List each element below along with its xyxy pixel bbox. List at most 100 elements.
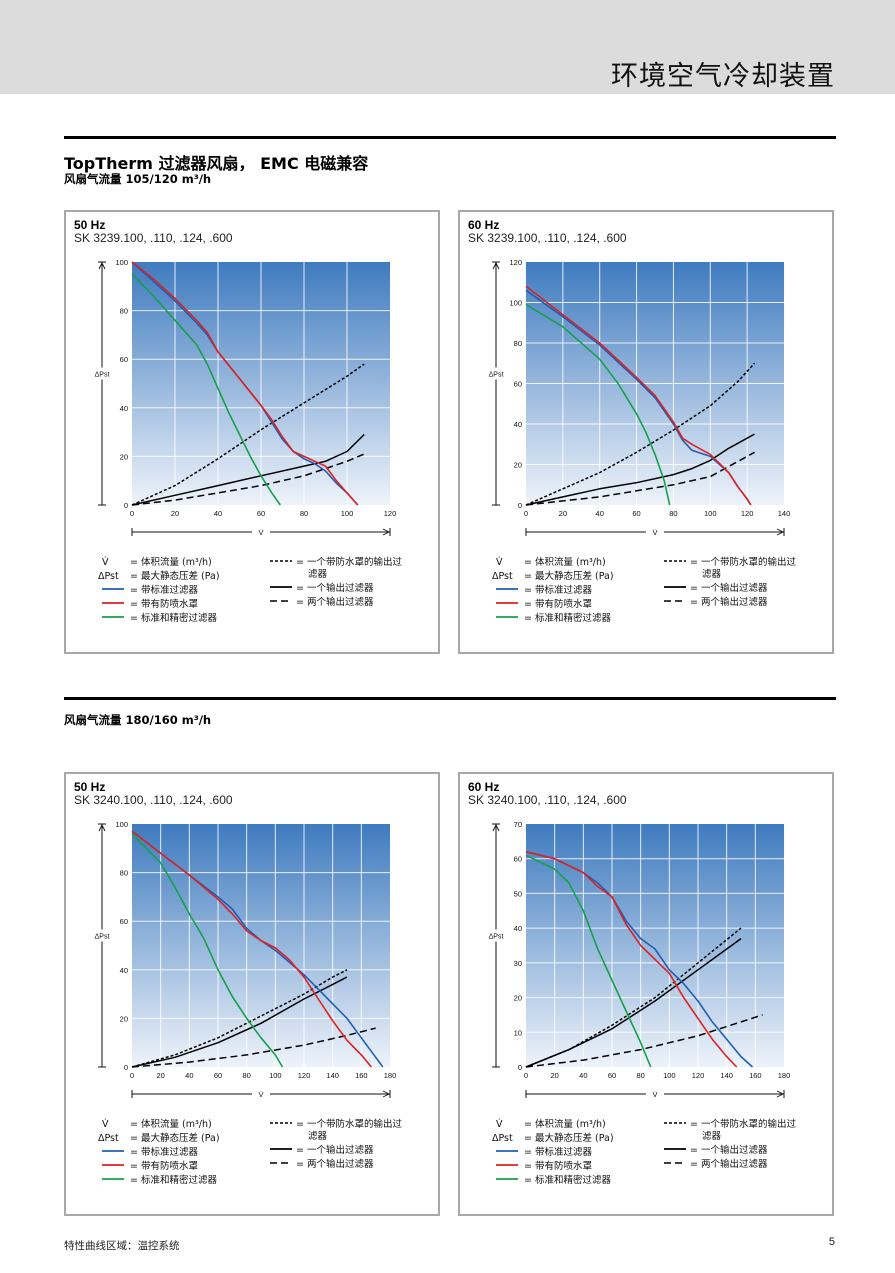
- page-number: 5: [828, 1236, 835, 1248]
- x-tick-label: 120: [741, 509, 754, 518]
- x-axis-label: V̇: [258, 528, 263, 537]
- y-tick-label: 100: [509, 299, 522, 308]
- y-axis-label: ΔPst: [95, 372, 110, 379]
- y-tick-label: 80: [514, 339, 522, 348]
- series-line-black-dashed: [131, 1027, 376, 1068]
- x-tick-label: 20: [171, 509, 179, 518]
- legend-fine: = 标准和精密过滤器: [130, 1174, 217, 1186]
- y-tick-label: 40: [514, 420, 522, 429]
- x-tick-label: 40: [185, 1071, 193, 1080]
- legend-std: = 带标准过滤器: [524, 1146, 592, 1158]
- y-label-bg: [486, 367, 506, 380]
- series-line-green-solid: [131, 273, 281, 506]
- y-tick-label: 60: [514, 380, 522, 389]
- plot-area: [526, 824, 784, 1067]
- x-tick-label: 60: [214, 1071, 222, 1080]
- y-tick-label: 20: [120, 452, 128, 461]
- legend-std: = 带标准过滤器: [130, 584, 198, 596]
- series-line-black-dashed: [525, 451, 755, 506]
- x-tick-label: 140: [720, 1071, 733, 1080]
- y-tick-label: 0: [518, 1063, 522, 1072]
- x-tick-label: 20: [550, 1071, 558, 1080]
- y-tick-label: 60: [120, 355, 128, 364]
- x-tick-label: 140: [326, 1071, 339, 1080]
- legend-two-out: = 两个输出过滤器: [690, 1158, 768, 1170]
- legend-dotted-1: = 一个带防水罩的输出过: [690, 1118, 796, 1130]
- y-tick-label: 60: [120, 917, 128, 926]
- x-tick-label: 0: [130, 1071, 134, 1080]
- legend-p-symbol: ΔPst: [98, 1133, 119, 1144]
- page-title: 环境空气冷却装置: [611, 61, 835, 92]
- legend-fine: = 标准和精密过滤器: [524, 612, 611, 624]
- legend-one-out: = 一个输出过滤器: [690, 582, 768, 594]
- y-axis-arrow: [492, 823, 500, 832]
- x-axis-label: V̇: [652, 1090, 657, 1099]
- x-tick-label: 80: [242, 1071, 250, 1080]
- legend-dotted-2: 滤器: [308, 568, 328, 580]
- x-tick-label: 0: [524, 509, 528, 518]
- chart-svg: 0 20 40 60 80 100 120 0 20 40 60 80 100 ΔPst V̇ V̇ = 体积流…: [92, 258, 402, 624]
- x-tick-label: 60: [632, 509, 640, 518]
- panel-frequency: 60 Hz: [468, 780, 500, 794]
- series-line-red-solid: [131, 261, 359, 506]
- legend-p-symbol: ΔPst: [98, 571, 119, 582]
- y-axis-label: ΔPst: [489, 934, 504, 941]
- x-tick-label: 60: [257, 509, 265, 518]
- legend-p-text: = 最大静态压差 (Pa): [130, 570, 220, 582]
- x-tick-label: 80: [636, 1071, 644, 1080]
- legend-p-text: = 最大静态压差 (Pa): [524, 1132, 614, 1144]
- footer-text: 特性曲线区域：温控系统: [64, 1240, 180, 1252]
- x-tick-label: 160: [355, 1071, 368, 1080]
- legend-p-text: = 最大静态压差 (Pa): [130, 1132, 220, 1144]
- x-axis-arrow: [776, 1090, 785, 1098]
- chart-panel-4: 60 Hz SK 3240.100, .110, .124, .600 0 20 4…: [458, 772, 834, 1216]
- x-tick-label: 120: [384, 509, 397, 518]
- x-tick-label: 0: [524, 1071, 528, 1080]
- legend-v-symbol: V̇: [102, 556, 109, 568]
- panel-model: SK 3240.100, .110, .124, .600: [74, 793, 233, 807]
- y-tick-label: 70: [514, 820, 522, 829]
- series-line-black-dotted: [131, 969, 348, 1068]
- panel-frequency: 50 Hz: [74, 780, 106, 794]
- x-tick-label: 120: [298, 1071, 311, 1080]
- x-tick-label: 80: [669, 509, 677, 518]
- y-tick-label: 0: [518, 501, 522, 510]
- series-line-black-solid: [525, 433, 755, 506]
- chart-svg: 0 20 40 60 80 100 120 140 160 180 0 10 20 30 40 50 60 70 Δ…: [486, 820, 796, 1186]
- x-label-bg: [646, 527, 664, 537]
- legend-fine: = 标准和精密过滤器: [130, 612, 217, 624]
- x-label-bg: [252, 1089, 270, 1099]
- legend-p-symbol: ΔPst: [492, 1133, 513, 1144]
- y-tick-label: 20: [514, 461, 522, 470]
- panel-frequency: 60 Hz: [468, 218, 500, 232]
- series-line-black-dotted: [525, 927, 742, 1068]
- legend-dotted-1: = 一个带防水罩的输出过: [296, 1118, 402, 1130]
- legend-dotted-1: = 一个带防水罩的输出过: [296, 556, 402, 568]
- y-tick-label: 30: [514, 959, 522, 968]
- series-line-black-dashed: [131, 453, 365, 506]
- legend-one-out: = 一个输出过滤器: [296, 1144, 374, 1156]
- y-axis-label: ΔPst: [489, 372, 504, 379]
- legend-v-symbol: V̇: [496, 556, 503, 568]
- x-tick-label: 40: [579, 1071, 587, 1080]
- legend-one-out: = 一个输出过滤器: [296, 582, 374, 594]
- chart-svg: 0 20 40 60 80 100 120 140 0 20 40 60 80 100 120 ΔPst V̇ V…: [486, 258, 796, 624]
- section-rule-1: [64, 136, 836, 139]
- y-label-bg: [92, 367, 112, 380]
- series-line-black-solid: [131, 976, 348, 1068]
- legend-fine: = 标准和精密过滤器: [524, 1174, 611, 1186]
- y-tick-label: 20: [120, 1014, 128, 1023]
- legend-dotted-2: 滤器: [308, 1130, 328, 1142]
- x-tick-label: 40: [214, 509, 222, 518]
- series-line-red-solid: [525, 285, 752, 506]
- chart-panel-2: 60 Hz SK 3239.100, .110, .124, .600 0 20 4…: [458, 210, 834, 654]
- legend-two-out: = 两个输出过滤器: [690, 596, 768, 608]
- legend-two-out: = 两个输出过滤器: [296, 1158, 374, 1170]
- x-tick-label: 20: [156, 1071, 164, 1080]
- x-tick-label: 60: [608, 1071, 616, 1080]
- panel-model: SK 3240.100, .110, .124, .600: [468, 793, 627, 807]
- y-tick-label: 80: [120, 869, 128, 878]
- x-tick-label: 100: [663, 1071, 676, 1080]
- x-tick-label: 160: [749, 1071, 762, 1080]
- y-label-bg: [486, 929, 506, 942]
